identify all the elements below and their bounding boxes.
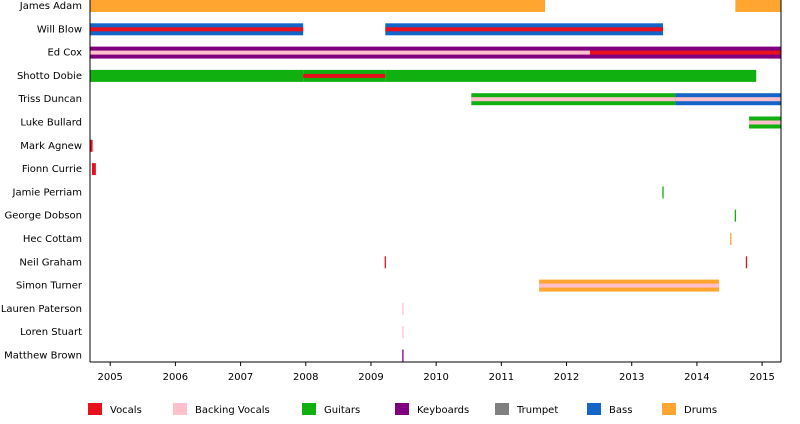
legend-swatch bbox=[495, 403, 509, 415]
legend-label: Drums bbox=[684, 405, 717, 416]
legend-swatch bbox=[88, 403, 102, 415]
x-tick-label: 2011 bbox=[489, 372, 514, 383]
legend-swatch bbox=[587, 403, 601, 415]
legend-label: Trumpet bbox=[516, 405, 558, 416]
x-tick-label: 2012 bbox=[554, 372, 579, 383]
role-bar bbox=[745, 256, 748, 269]
legend-swatch bbox=[302, 403, 316, 415]
role-bar bbox=[384, 256, 386, 269]
x-tick-label: 2008 bbox=[293, 372, 318, 383]
legend-label: Bass bbox=[609, 405, 632, 416]
x-tick-label: 2007 bbox=[228, 372, 253, 383]
member-label: Matthew Brown bbox=[4, 351, 82, 362]
role-bar bbox=[402, 349, 404, 362]
member-label: Lauren Paterson bbox=[1, 304, 82, 315]
x-tick-label: 2015 bbox=[749, 372, 774, 383]
member-label: Loren Stuart bbox=[20, 327, 82, 338]
role-stripe bbox=[675, 97, 781, 102]
member-label: Will Blow bbox=[37, 24, 82, 35]
legend-label: Backing Vocals bbox=[195, 405, 270, 416]
legend-label: Vocals bbox=[110, 405, 142, 416]
legend-swatch bbox=[662, 403, 676, 415]
role-stripe bbox=[90, 50, 590, 55]
role-bar bbox=[730, 233, 732, 245]
member-label: Triss Duncan bbox=[18, 94, 82, 105]
x-tick-label: 2013 bbox=[619, 372, 644, 383]
role-stripe bbox=[385, 27, 664, 32]
role-bar bbox=[734, 209, 737, 222]
role-stripe bbox=[303, 73, 386, 78]
member-label: Jamie Perriam bbox=[12, 187, 82, 198]
role-bar bbox=[91, 163, 96, 176]
role-bar bbox=[90, 69, 304, 82]
role-stripe bbox=[539, 283, 720, 288]
x-tick-label: 2010 bbox=[423, 372, 448, 383]
member-label: Ed Cox bbox=[47, 48, 82, 59]
member-label: George Dobson bbox=[5, 211, 82, 222]
role-stripe bbox=[90, 27, 304, 32]
member-label: Simon Turner bbox=[16, 281, 83, 292]
x-tick-label: 2009 bbox=[358, 372, 383, 383]
legend-label: Keyboards bbox=[417, 405, 469, 416]
member-label: Luke Bullard bbox=[20, 118, 82, 129]
role-bar bbox=[90, 0, 546, 12]
member-label: Fionn Currie bbox=[22, 164, 82, 175]
legend-swatch bbox=[395, 403, 409, 415]
role-bar bbox=[402, 326, 404, 339]
role-stripe bbox=[589, 50, 781, 55]
x-tick-label: 2006 bbox=[163, 372, 188, 383]
x-tick-label: 2014 bbox=[684, 372, 709, 383]
member-label: Shotto Dobie bbox=[17, 71, 82, 82]
member-label: James Adam bbox=[19, 1, 82, 12]
role-bar bbox=[662, 186, 664, 199]
member-label: Neil Graham bbox=[19, 257, 82, 268]
role-stripe bbox=[471, 97, 676, 102]
role-bar bbox=[385, 69, 757, 82]
role-bar bbox=[90, 139, 93, 152]
x-tick-label: 2005 bbox=[97, 372, 122, 383]
role-bar bbox=[735, 0, 781, 12]
role-bar bbox=[402, 302, 404, 315]
legend-swatch bbox=[173, 403, 187, 415]
member-label: Hec Cottam bbox=[23, 234, 82, 245]
legend-label: Guitars bbox=[324, 405, 360, 416]
role-stripe bbox=[749, 120, 781, 125]
member-label: Mark Agnew bbox=[20, 141, 82, 152]
